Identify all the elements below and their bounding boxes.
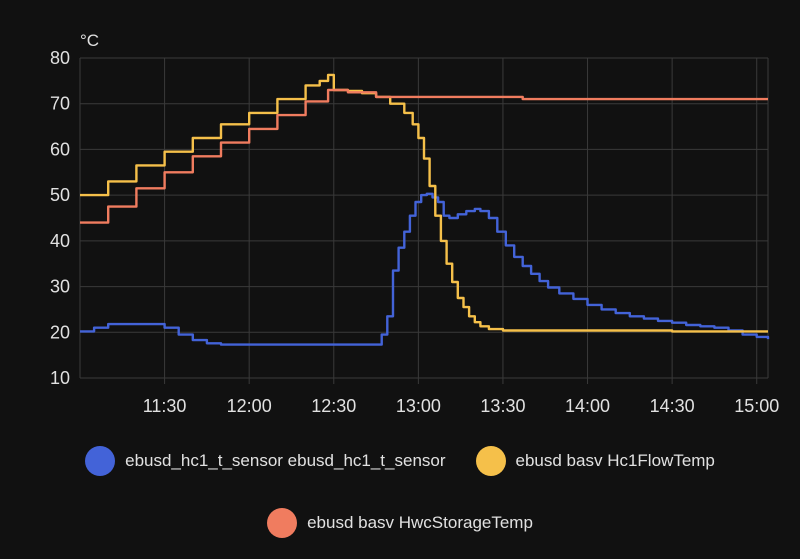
x-tick-label: 13:30 <box>480 396 525 416</box>
series-line-0[interactable] <box>80 192 770 346</box>
legend-item-hc1-flow-temp[interactable]: ebusd basv Hc1FlowTemp <box>475 446 715 476</box>
axes: 10 20 30 40 50 60 70 80 11:30 12:00 12:30 13:00 13:3… <box>50 31 779 416</box>
x-tick-label: 13:00 <box>396 396 441 416</box>
series-line-2[interactable] <box>80 88 768 224</box>
legend-swatch-hc1-flow-temp <box>475 446 506 476</box>
y-axis-unit-label: °C <box>80 31 99 50</box>
legend-label-hc1-flow-temp: ebusd basv Hc1FlowTemp <box>515 451 715 470</box>
y-tick-label: 70 <box>50 94 70 114</box>
legend-label-hwc-storage-temp: ebusd basv HwcStorageTemp <box>307 513 533 532</box>
x-tick-label: 15:00 <box>734 396 779 416</box>
y-tick-label: 30 <box>50 277 70 297</box>
x-tick-label: 11:30 <box>143 396 187 416</box>
x-tick-label: 14:30 <box>650 396 695 416</box>
y-tick-label: 40 <box>50 231 70 251</box>
series-line-1[interactable] <box>80 73 768 333</box>
legend-swatch-hc1-sensor <box>85 446 116 476</box>
line-chart: 10 20 30 40 50 60 70 80 11:30 12:00 12:30 13:00 13:3… <box>50 31 779 416</box>
legend-swatch-hwc-storage-temp <box>267 508 298 538</box>
x-tick-label: 12:00 <box>227 396 272 416</box>
y-tick-label: 60 <box>50 139 70 159</box>
x-tick-label: 12:30 <box>311 396 356 416</box>
legend-row-1: ebusd_hc1_t_sensor ebusd_hc1_t_sensor eb… <box>0 446 800 476</box>
x-tick-label: 14:00 <box>565 396 610 416</box>
y-tick-label: 10 <box>50 368 70 388</box>
y-tick-label: 80 <box>50 48 70 68</box>
legend-item-hwc-storage-temp[interactable]: ebusd basv HwcStorageTemp <box>267 508 533 538</box>
series-lines <box>80 73 770 346</box>
legend-row-2: ebusd basv HwcStorageTemp <box>0 508 800 538</box>
legend-label-hc1-sensor: ebusd_hc1_t_sensor ebusd_hc1_t_sensor <box>125 451 446 470</box>
legend-item-hc1-sensor[interactable]: ebusd_hc1_t_sensor ebusd_hc1_t_sensor <box>85 446 446 476</box>
y-tick-label: 50 <box>50 185 70 205</box>
y-tick-label: 20 <box>50 322 70 342</box>
